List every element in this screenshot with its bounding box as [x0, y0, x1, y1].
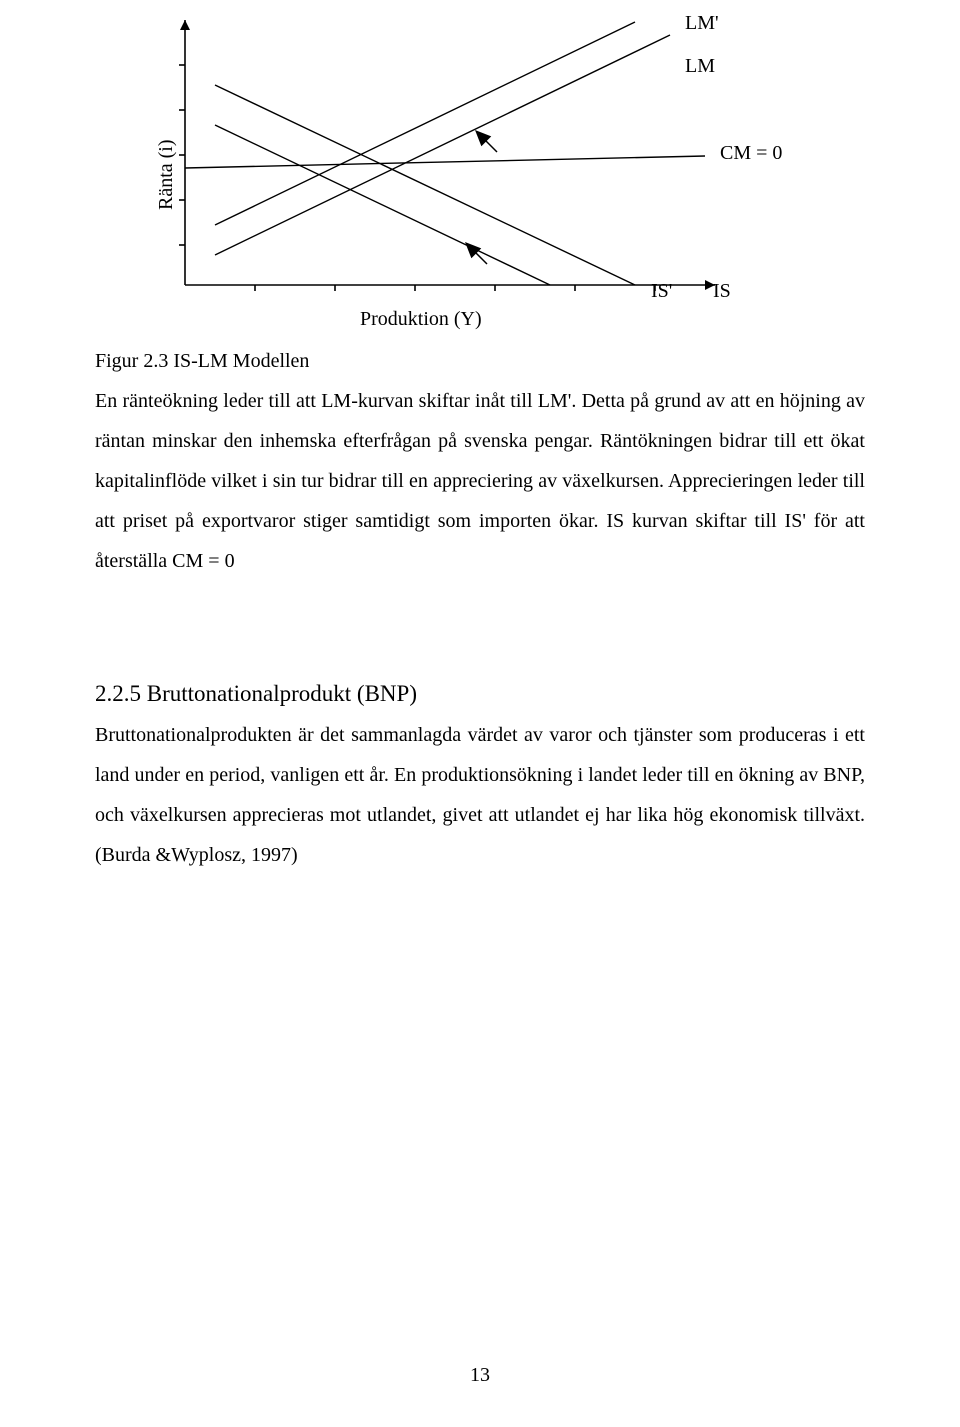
figure-caption: Figur 2.3 IS-LM Modellen: [95, 350, 865, 373]
label-is: IS: [713, 280, 731, 303]
x-axis-label: Produktion (Y): [360, 308, 482, 331]
section-heading: 2.2.5 Bruttonationalprodukt (BNP): [95, 681, 865, 707]
label-lm: LM: [685, 55, 715, 78]
label-lm-prime: LM': [685, 12, 719, 35]
label-cm: CM = 0: [720, 142, 782, 165]
y-axis-label: Ränta (i): [155, 139, 178, 210]
paragraph-2: Bruttonationalprodukten är det sammanlag…: [95, 715, 865, 875]
page-number: 13: [0, 1364, 960, 1387]
label-is-prime: IS': [651, 280, 672, 303]
paragraph-1: En ränteökning leder till att LM-kurvan …: [95, 381, 865, 581]
islm-chart: Ränta (i) Produktion (Y) LM' LM CM = 0 I…: [95, 10, 795, 340]
page: Ränta (i) Produktion (Y) LM' LM CM = 0 I…: [0, 10, 960, 1427]
